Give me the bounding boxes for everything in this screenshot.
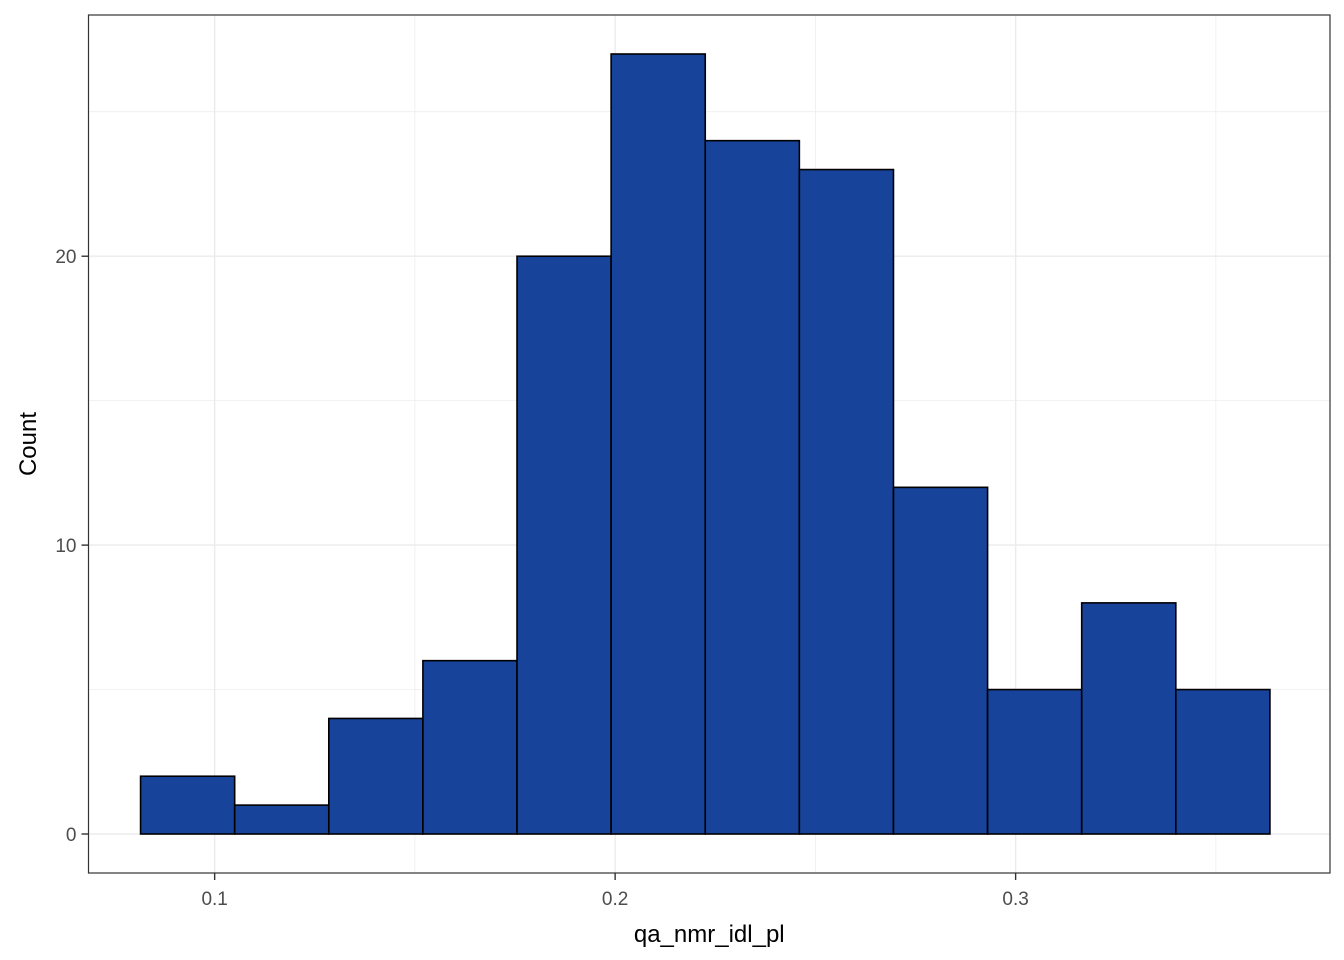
x-tick-label: 0.2 [602, 889, 628, 910]
x-tick-label: 0.1 [201, 889, 227, 910]
histogram-bar [516, 255, 612, 835]
histogram-bar [422, 659, 518, 835]
y-axis-ticks: 0 10 20 [55, 247, 89, 846]
histogram-bar [986, 688, 1083, 835]
y-tick-label: 0 [66, 825, 77, 846]
histogram-bar [892, 486, 989, 835]
histogram-bar [327, 717, 424, 835]
panel-border [87, 14, 1331, 874]
histogram-bar [139, 775, 236, 835]
y-tick-label: 20 [55, 247, 76, 268]
histogram-bar [233, 804, 330, 835]
histogram-bar [610, 53, 707, 835]
histogram-bar [704, 139, 801, 835]
y-tick-label: 10 [55, 536, 76, 557]
x-tick-label: 0.3 [1002, 889, 1028, 910]
histogram-bar [798, 168, 895, 835]
x-axis-title: qa_nmr_idl_pl [634, 921, 785, 948]
bars [139, 53, 1271, 835]
y-axis-title: Count [15, 412, 42, 476]
histogram-bar [1175, 688, 1271, 835]
histogram-bar [1080, 602, 1177, 835]
x-axis-ticks: 0.1 0.2 0.3 [201, 873, 1029, 910]
